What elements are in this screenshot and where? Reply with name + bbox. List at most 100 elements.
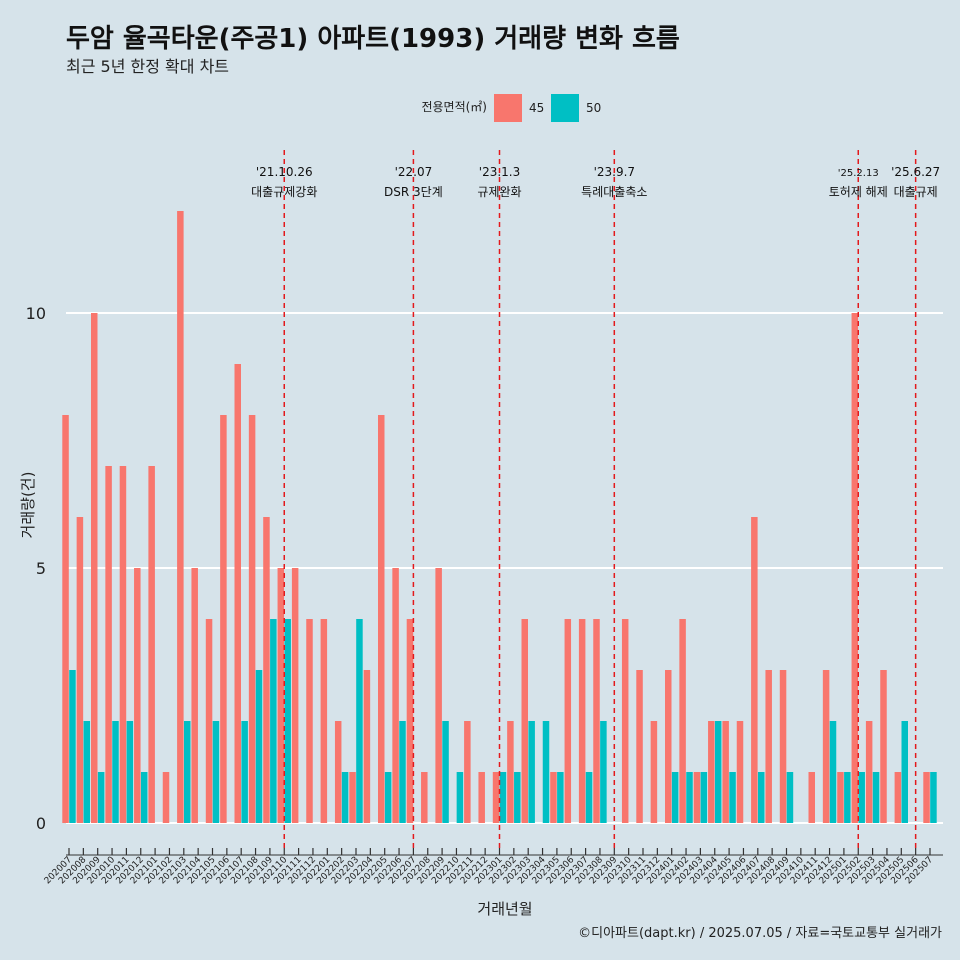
annotation-label: 규제완화: [477, 185, 521, 199]
bar-50-202203: [356, 619, 363, 823]
bar-45-202402: [679, 619, 686, 823]
bar-45-202411: [808, 772, 815, 823]
x-axis: 2020072020082020092020102020112020122021…: [43, 848, 943, 886]
bar-45-202103: [177, 211, 184, 823]
annotation-date: '25.6.27: [891, 165, 940, 179]
bar-45-202204: [363, 670, 371, 823]
bar-50-202210: [456, 772, 464, 823]
annotation-label: 토허제 해제: [829, 185, 888, 199]
bar-45-202403: [693, 772, 701, 823]
bar-50-202404: [714, 721, 722, 823]
bar-45-202212: [478, 772, 485, 823]
bar-45-202211: [464, 721, 471, 823]
bar-50-202308: [600, 721, 607, 823]
bar-45-202505: [894, 772, 902, 823]
y-tick-label: 5: [36, 559, 46, 578]
annotations: '21.10.26 대출규제강화 '22.07 DSR 3단계 '23.1.3 규제완화 '…: [251, 150, 940, 848]
bar-45-202305: [550, 772, 557, 823]
legend-swatch-50: [551, 94, 579, 122]
bar-45-202504: [880, 670, 887, 823]
bar-45-202207: [406, 619, 414, 823]
bar-45-202101: [148, 466, 155, 823]
bar-50-202304: [542, 721, 550, 823]
bar-50-202502: [858, 772, 865, 823]
bar-50-202009: [97, 772, 105, 823]
bar-45-202007: [62, 415, 69, 823]
bar-50-202403: [700, 772, 708, 823]
annotation-label: 특례대출축소: [581, 185, 647, 199]
bar-45-202206: [392, 568, 399, 823]
bar-45-202104: [191, 568, 198, 823]
bar-45-202412: [822, 670, 830, 823]
chart-subtitle: 최근 5년 한정 확대 차트: [66, 57, 230, 76]
bar-45-202302: [507, 721, 514, 823]
annotation-date: '21.10.26: [256, 165, 313, 179]
legend-title: 전용면적(㎡): [421, 100, 487, 114]
y-axis: 0 5 10: [26, 304, 46, 833]
bar-50-202503: [872, 772, 880, 823]
bar-45-202209: [435, 568, 442, 823]
legend-label-50: 50: [586, 101, 601, 115]
bar-50-202305: [557, 772, 564, 823]
bar-45-202102: [162, 772, 170, 823]
bar-45-202201: [320, 619, 328, 823]
bar-50-202412: [829, 721, 837, 823]
legend-label-45: 45: [529, 101, 544, 115]
bar-50-202307: [585, 772, 593, 823]
bar-50-202206: [399, 721, 406, 823]
bar-45-202502: [851, 313, 859, 823]
bar-45-202307: [578, 619, 586, 823]
bar-50-202010: [112, 721, 119, 823]
annotation-label: DSR 3단계: [384, 185, 443, 199]
bars: [62, 211, 937, 823]
bar-45-202407: [751, 517, 758, 823]
bar-50-202209: [442, 721, 449, 823]
bar-50-202402: [686, 772, 693, 823]
bar-45-202109: [263, 517, 270, 823]
bar-45-202503: [865, 721, 873, 823]
bar-45-202009: [91, 313, 98, 823]
bar-50-202507: [930, 772, 937, 823]
bar-45-202112: [306, 619, 313, 823]
bar-50-202103: [184, 721, 191, 823]
bar-45-202409: [779, 670, 787, 823]
x-axis-title: 거래년월: [477, 900, 532, 918]
bar-45-202011: [119, 466, 127, 823]
bar-50-202109: [270, 619, 277, 823]
bar-45-202507: [923, 772, 930, 823]
annotation-date: '23.9.7: [594, 165, 635, 179]
bar-45-202107: [234, 364, 241, 823]
bar-45-202110: [277, 568, 285, 823]
legend: 전용면적(㎡) 45 50: [421, 94, 601, 122]
bar-45-202308: [593, 619, 600, 823]
bar-45-202310: [621, 619, 629, 823]
annotation-label: 대출규제: [894, 185, 938, 199]
bar-45-202008: [76, 517, 84, 823]
bar-50-202405: [729, 772, 736, 823]
chart-title: 두암 율곡타운(주공1) 아파트(1993) 거래량 변화 흐름: [66, 24, 680, 54]
bar-45-202303: [521, 619, 528, 823]
bar-45-202408: [765, 670, 772, 823]
bar-50-202303: [528, 721, 535, 823]
bar-45-202306: [564, 619, 572, 823]
bar-50-202110: [284, 619, 291, 823]
bar-45-202203: [349, 772, 356, 823]
bar-50-202008: [83, 721, 91, 823]
legend-swatch-45: [494, 94, 522, 122]
bar-45-202404: [708, 721, 715, 823]
bar-45-202405: [722, 721, 729, 823]
bar-45-202208: [421, 772, 428, 823]
bar-45-202106: [220, 415, 227, 823]
bar-45-202301: [492, 772, 500, 823]
bar-45-202501: [837, 772, 844, 823]
bar-50-202301: [499, 772, 507, 823]
bar-45-202311: [636, 670, 643, 823]
bar-50-202007: [69, 670, 76, 823]
y-axis-title: 거래량(건): [19, 472, 37, 539]
bar-45-202401: [665, 670, 672, 823]
bar-50-202011: [126, 721, 134, 823]
chart-caption: ©디아파트(dapt.kr) / 2025.07.05 / 자료=국토교통부 실…: [578, 926, 942, 941]
bar-45-202012: [134, 568, 141, 823]
bar-50-202302: [514, 772, 521, 823]
